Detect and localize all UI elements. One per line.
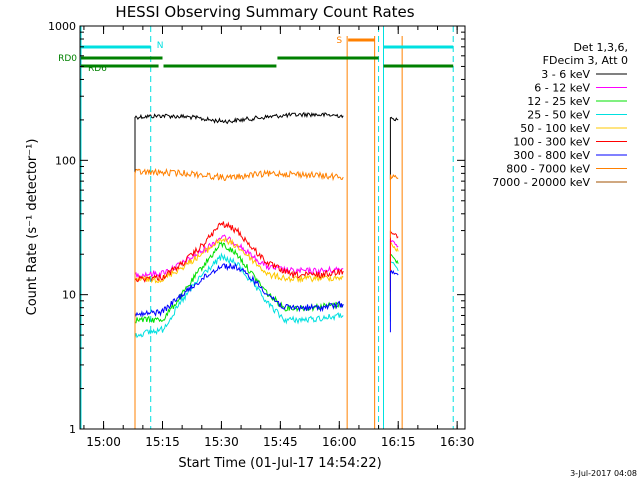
legend-header-line1: Det 1,3,6,: [573, 41, 628, 54]
y-tick-label: 10: [62, 289, 76, 302]
x-tick-label: 15:45: [263, 435, 298, 449]
flag-label-rd6: RD6: [88, 64, 107, 74]
plot-frame: [79, 25, 466, 430]
x-tick-label: 15:15: [145, 435, 180, 449]
series-0-line-segment2: [389, 116, 399, 180]
legend-label: 7000 - 20000 keV: [492, 176, 590, 189]
flag-label-rd0: RD0: [58, 54, 77, 64]
markers-layer: N S RD0 RD6: [58, 26, 454, 429]
flag-label-n: N: [157, 41, 164, 51]
x-tick-label: 15:00: [86, 435, 121, 449]
axes-layer: 1 10 100 1000 15:00 15:15 15:30 15:45 16:00 16:15…: [48, 20, 474, 449]
series-7-line: [134, 167, 344, 427]
x-axis-label: Start Time (01-Jul-17 14:54:22): [178, 456, 381, 471]
legend-label: 300 - 800 keV: [513, 149, 590, 162]
legend-label: 800 - 7000 keV: [506, 163, 590, 176]
series-5-line: [134, 221, 344, 427]
series-6-line-segment2: [389, 269, 399, 333]
series-0-line: [134, 111, 344, 427]
x-tick-label: 16:00: [322, 435, 357, 449]
chart-title: HESSI Observing Summary Count Rates: [115, 3, 414, 21]
legend-label: 100 - 300 keV: [513, 136, 590, 149]
series-6-line: [134, 263, 344, 427]
x-tick-label: 15:30: [204, 435, 239, 449]
legend-label: 12 - 25 keV: [527, 95, 590, 108]
flag-label-s: S: [336, 36, 342, 46]
y-tick-label: 1000: [48, 20, 76, 33]
series-3-line: [134, 252, 344, 427]
series-2-line: [134, 241, 344, 427]
legend-label: 25 - 50 keV: [527, 109, 590, 122]
x-tick-label: 16:15: [381, 435, 416, 449]
legend-label: 6 - 12 keV: [534, 82, 590, 95]
legend-label: 3 - 6 keV: [541, 68, 590, 81]
series-7-line-segment2: [389, 174, 399, 238]
y-tick-label: 1: [69, 423, 76, 436]
y-tick-label: 100: [55, 154, 76, 167]
footer-date: 3-Jul-2017 04:08: [570, 469, 637, 478]
y-axis-label: Count Rate (s⁻¹ detector⁻¹): [25, 139, 40, 316]
x-tick-label: 16:30: [440, 435, 475, 449]
legend-label: 50 - 100 keV: [520, 122, 590, 135]
legend-header-line2: FDecim 3, Att 0: [543, 54, 628, 67]
series-4-line: [134, 236, 344, 427]
series-layer: [134, 111, 399, 427]
